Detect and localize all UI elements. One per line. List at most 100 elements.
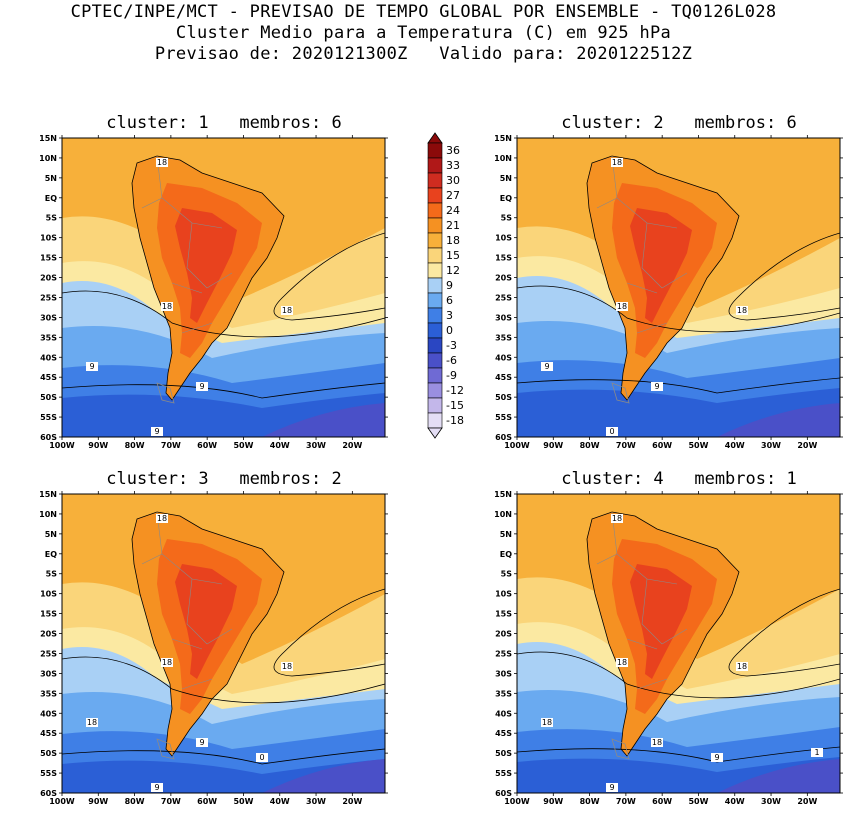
temperature-map: 18 18 18 18 18 9 9 1 15N 10N 5N EQ 5S 10S 15S 20S 25S 30S… xyxy=(494,490,843,806)
contour-label: 9 xyxy=(199,738,204,747)
lat-label: 15N xyxy=(39,134,57,143)
lon-label: 70W xyxy=(161,441,181,450)
country-borders xyxy=(596,511,688,690)
colorbar-swatch xyxy=(427,202,443,219)
contour-label-box xyxy=(651,738,663,747)
contour-label-box xyxy=(541,718,553,727)
contour-label: 18 xyxy=(162,658,172,667)
lat-label: 25S xyxy=(495,293,512,302)
contour-18 xyxy=(131,511,285,757)
contour-label-box xyxy=(161,658,173,667)
lon-label: 80W xyxy=(580,441,600,450)
lon-label: 70W xyxy=(616,797,636,806)
lat-label: 50S xyxy=(495,393,512,402)
colorbar-label: 33 xyxy=(446,159,460,172)
lat-label: 45S xyxy=(495,729,512,738)
colorbar-swatch xyxy=(427,412,443,429)
contour-label: 1 xyxy=(814,748,819,757)
lat-label: 15N xyxy=(494,134,512,143)
colorbar-swatch xyxy=(427,247,443,264)
lat-label: 5S xyxy=(501,214,513,223)
contour-9 xyxy=(62,656,385,704)
contour-label: 18 xyxy=(157,158,167,167)
colorbar-label: 6 xyxy=(446,294,453,307)
lat-label: 30S xyxy=(40,313,57,322)
lon-label: 50W xyxy=(233,441,253,450)
contour-label: 18 xyxy=(617,658,627,667)
lat-label: 25S xyxy=(40,649,57,658)
colorbar-label: -3 xyxy=(446,339,457,352)
title-line-2: Cluster Medio para a Temperatura (C) em … xyxy=(175,23,672,43)
colorbar-label: 24 xyxy=(446,204,460,217)
contour-label: 9 xyxy=(609,783,614,792)
lat-label: 40S xyxy=(40,709,57,718)
lon-label: 50W xyxy=(233,797,253,806)
lat-label: 55S xyxy=(495,769,512,778)
contour-label: 0 xyxy=(259,753,264,762)
colorbar-swatch xyxy=(427,187,443,204)
contour-label-box xyxy=(281,306,293,315)
country-borders xyxy=(141,511,233,690)
contour-label: 9 xyxy=(89,362,94,371)
colorbar-swatch xyxy=(427,262,443,279)
colorbar-label: 36 xyxy=(446,144,460,157)
lat-label: 60S xyxy=(40,789,57,798)
lon-label: 60W xyxy=(652,441,672,450)
lat-label: 15S xyxy=(40,610,57,619)
contour-label-box xyxy=(711,753,723,762)
contour-label: 18 xyxy=(737,662,747,671)
contour-label-box xyxy=(256,753,268,762)
title-line-3: Previsao de: 2020121300Z Valido para: 20… xyxy=(154,44,693,64)
contour-label: 0 xyxy=(609,427,614,436)
contour-label-box xyxy=(651,382,663,391)
lon-label: 40W xyxy=(270,797,290,806)
contour-label: 9 xyxy=(199,382,204,391)
lat-label: 5N xyxy=(500,530,512,539)
colorbar-bottom-arrow xyxy=(427,427,443,439)
contour-label-box xyxy=(611,514,623,523)
lat-label: 5S xyxy=(46,570,58,579)
lat-label: 15N xyxy=(494,490,512,499)
lat-label: EQ xyxy=(45,550,57,559)
contour-0 xyxy=(62,382,385,399)
contour-label: 18 xyxy=(282,306,292,315)
lat-label: 50S xyxy=(495,749,512,758)
lat-label: 10S xyxy=(495,590,512,599)
contour-label: 18 xyxy=(87,718,97,727)
lon-label: 70W xyxy=(161,797,181,806)
lon-label: 100W xyxy=(49,441,75,450)
contour-label: 18 xyxy=(157,514,167,523)
map-frame xyxy=(516,137,841,438)
colorbar-swatch xyxy=(427,157,443,174)
lat-label: EQ xyxy=(500,550,512,559)
figure-title: CPTEC/INPE/MCT - PREVISAO DE TEMPO GLOBA… xyxy=(0,2,847,65)
lon-label: 80W xyxy=(580,797,600,806)
tierra-del-fuego xyxy=(156,382,175,404)
contour-label-box xyxy=(156,158,168,167)
contour-label: 18 xyxy=(652,738,662,747)
contour-18-atlantic xyxy=(273,588,385,677)
field-cold-core xyxy=(262,403,385,437)
contour-label: 18 xyxy=(612,158,622,167)
colorbar-swatch xyxy=(427,397,443,414)
colorbar-label: 27 xyxy=(446,189,460,202)
lat-label: 40S xyxy=(495,353,512,362)
lat-label: 15S xyxy=(495,254,512,263)
lat-label: 5S xyxy=(46,214,58,223)
country-borders xyxy=(596,155,688,334)
lon-label: 20W xyxy=(342,797,362,806)
colorbar-label: -9 xyxy=(446,369,457,382)
contour-18-atlantic xyxy=(728,588,840,677)
colorbar-label: -6 xyxy=(446,354,457,367)
colorbar-label: 9 xyxy=(446,279,453,292)
lat-label: EQ xyxy=(45,194,57,203)
colorbar-label: 3 xyxy=(446,309,453,322)
temperature-map: 18 18 18 18 9 9 0 15N 10N 5N EQ 5S 10S 15S 20S 25S 30S 35… xyxy=(39,490,388,806)
lat-label: 15N xyxy=(39,490,57,499)
colorbar-swatch xyxy=(427,307,443,324)
panel-title: cluster: 1 membros: 6 xyxy=(106,113,342,133)
lat-label: 60S xyxy=(495,433,512,442)
map-frame xyxy=(516,493,841,794)
tierra-del-fuego xyxy=(156,738,175,760)
lat-label: 5S xyxy=(501,570,513,579)
